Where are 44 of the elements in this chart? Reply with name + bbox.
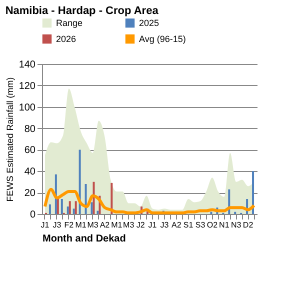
x-tick-label: J2 (136, 220, 146, 230)
x-tick-label: M3 (123, 220, 135, 230)
bar (72, 208, 75, 214)
x-tick-label: N1 (219, 220, 230, 230)
x-tick-label: O2 (206, 220, 218, 230)
legend-label: 2025 (139, 18, 160, 28)
y-tick-label: 100 (18, 102, 36, 114)
x-tick-label: D2 (242, 220, 254, 230)
y-tick-label: 40 (24, 166, 36, 178)
y-tick-label: 0 (30, 210, 36, 220)
bar (92, 182, 95, 214)
legend-label: 2026 (56, 34, 76, 44)
bar (78, 150, 81, 214)
x-tick-label: J3 (160, 220, 170, 230)
legend-label: Range (56, 18, 83, 28)
y-tick-label: 60 (24, 145, 36, 156)
bar (48, 204, 51, 214)
y-tick-label: 140 (18, 60, 36, 70)
legend-label: Avg (96-15) (139, 34, 186, 44)
y-tick-label: 120 (18, 80, 36, 92)
x-tick-label: S1 (183, 220, 194, 230)
x-tick-label: S3 (195, 220, 206, 230)
bar (74, 201, 77, 214)
y-tick-label: 20 (24, 188, 36, 200)
bar (96, 210, 99, 214)
x-tick-label: J3 (52, 220, 62, 230)
x-tick-label: A2 (100, 220, 110, 230)
x-tick-label: F2 (64, 220, 74, 230)
bar (90, 202, 93, 214)
x-tick-label: M1 (75, 220, 87, 230)
x-tick-label: A2 (171, 220, 182, 230)
x-tick-label: M1 (111, 220, 123, 230)
x-tick-label: J1 (148, 220, 158, 230)
bar (66, 206, 69, 214)
chart-title: Namibia - Hardap - Crop Area (5, 5, 160, 17)
bar (252, 171, 254, 214)
x-axis-title: Month and Dekad (42, 234, 126, 244)
y-tick-label: 80 (24, 124, 36, 135)
bar (60, 199, 63, 214)
bar (68, 201, 71, 214)
y-axis-title: FEWS Estimated Rainfall (mm) (4, 77, 15, 202)
x-tick-label: M3 (87, 220, 99, 230)
x-tick-label: J1 (40, 220, 50, 230)
x-tick-label: N3 (230, 220, 242, 230)
